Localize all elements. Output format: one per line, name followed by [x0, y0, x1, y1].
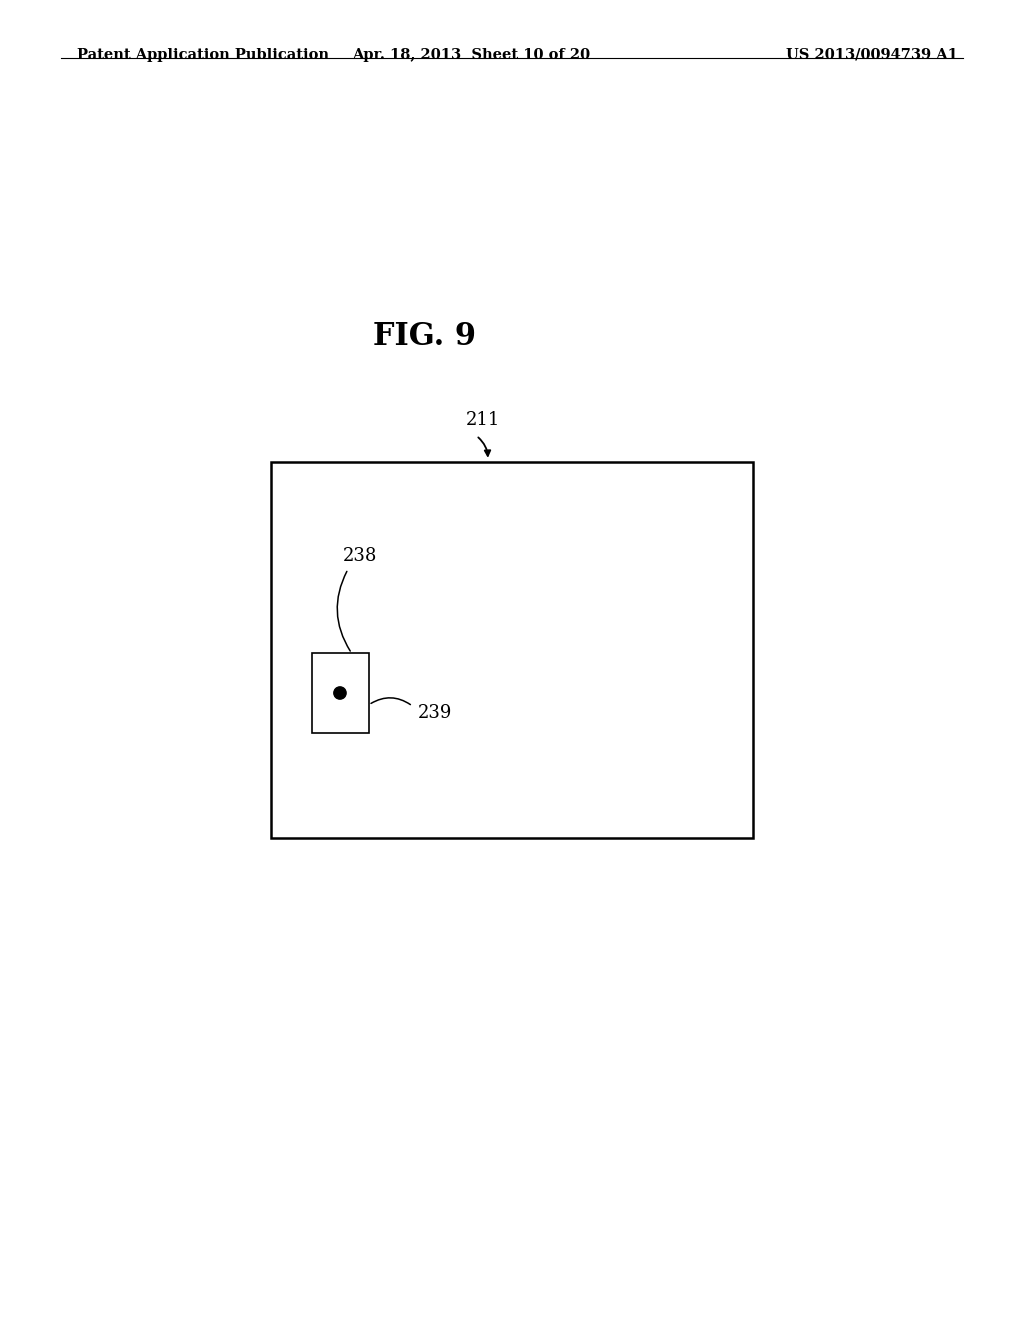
Text: 211: 211 — [466, 411, 501, 429]
Bar — [271, 462, 753, 838]
Text: Apr. 18, 2013  Sheet 10 of 20: Apr. 18, 2013 Sheet 10 of 20 — [352, 48, 590, 62]
Text: US 2013/0094739 A1: US 2013/0094739 A1 — [785, 48, 957, 62]
Ellipse shape — [334, 686, 346, 700]
Text: 239: 239 — [418, 704, 453, 722]
Bar — [312, 653, 369, 733]
Text: Patent Application Publication: Patent Application Publication — [77, 48, 329, 62]
Text: 238: 238 — [343, 546, 378, 565]
Text: FIG. 9: FIG. 9 — [374, 321, 476, 352]
